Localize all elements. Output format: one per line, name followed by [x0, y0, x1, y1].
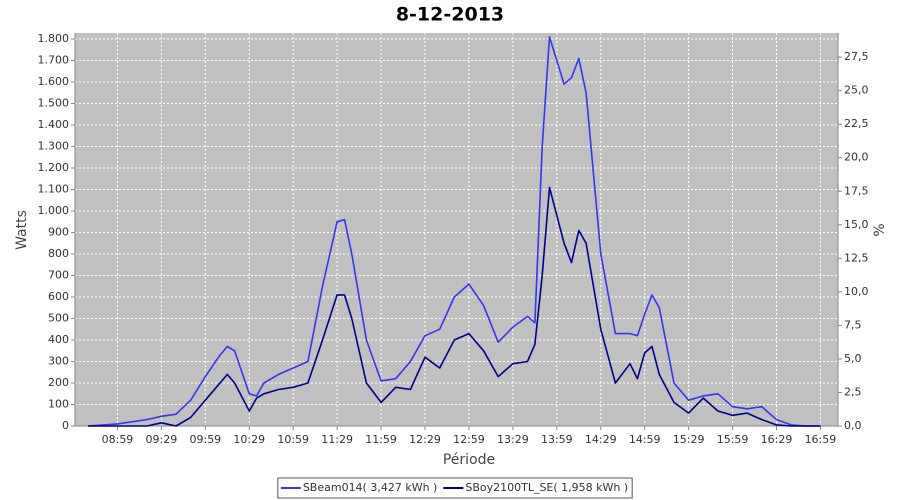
x-tick-label: 09:59	[189, 433, 221, 446]
y-tick-label: 700	[48, 269, 69, 282]
y2-tick-label: 20,0	[844, 151, 869, 164]
y-axis-label: Watts	[14, 210, 30, 250]
y-tick-label: 200	[48, 376, 69, 389]
legend: SBeam014( 3,427 kWh ) SBoy2100TL_SE( 1,95…	[277, 477, 633, 499]
y2-tick-label: 12,5	[844, 251, 869, 264]
x-tick-label: 14:29	[585, 433, 617, 446]
y-tick-label: 100	[48, 398, 69, 411]
legend-label: SBoy2100TL_SE( 1,958 kWh )	[465, 481, 628, 494]
x-tick-label: 10:59	[277, 433, 309, 446]
y-tick-label: 0	[62, 419, 69, 432]
y-tick-label: 1.500	[38, 97, 70, 110]
y-tick-label: 800	[48, 247, 69, 260]
y-tick-label: 1.200	[38, 161, 70, 174]
y2-tick-label: 25,0	[844, 84, 869, 97]
legend-label: SBeam014( 3,427 kWh )	[303, 481, 438, 494]
x-tick-label: 16:59	[805, 433, 837, 446]
chart-title: 8-12-2013	[396, 4, 504, 26]
y2-tick-label: 15,0	[844, 218, 869, 231]
y2-tick-label: 10,0	[844, 285, 869, 298]
y-tick-label: 1.600	[38, 75, 70, 88]
y-tick-label: 1.400	[38, 118, 70, 131]
x-tick-label: 15:29	[673, 433, 705, 446]
x-tick-label: 08:59	[102, 433, 134, 446]
y2-tick-label: 5,0	[844, 352, 862, 365]
x-tick-label: 10:29	[233, 433, 265, 446]
x-tick-label: 12:59	[453, 433, 485, 446]
x-tick-label: 13:29	[497, 433, 529, 446]
y-tick-label: 900	[48, 226, 69, 239]
x-tick-label: 09:29	[146, 433, 178, 446]
y-tick-label: 500	[48, 312, 69, 325]
y-tick-label: 400	[48, 333, 69, 346]
plot-area	[75, 33, 838, 426]
x-tick-label: 11:59	[365, 433, 397, 446]
x-tick-label: 13:59	[541, 433, 573, 446]
series-line	[88, 186, 821, 427]
y-tick-label: 1.000	[38, 204, 70, 217]
y2-tick-label: 17,5	[844, 184, 869, 197]
y-tick-label: 1.800	[38, 32, 70, 45]
y-tick-label: 300	[48, 355, 69, 368]
y2-tick-label: 2,5	[844, 385, 862, 398]
series-line	[88, 36, 821, 427]
y-tick-label: 1.100	[38, 183, 70, 196]
y2-tick-label: 7,5	[844, 318, 862, 331]
y-tick-label: 600	[48, 290, 69, 303]
x-tick-label: 14:59	[629, 433, 661, 446]
y2-tick-label: 0,0	[844, 419, 862, 432]
y-tick-label: 1.300	[38, 140, 70, 153]
y2-axis-label: %	[872, 223, 888, 236]
x-tick-label: 16:29	[761, 433, 793, 446]
x-tick-label: 12:29	[409, 433, 441, 446]
x-axis-label: Période	[443, 452, 495, 468]
x-tick-label: 11:29	[321, 433, 353, 446]
y-tick-label: 1.700	[38, 54, 70, 67]
y2-tick-label: 27,5	[844, 50, 869, 63]
y2-tick-label: 22,5	[844, 117, 869, 130]
x-tick-label: 15:59	[717, 433, 749, 446]
